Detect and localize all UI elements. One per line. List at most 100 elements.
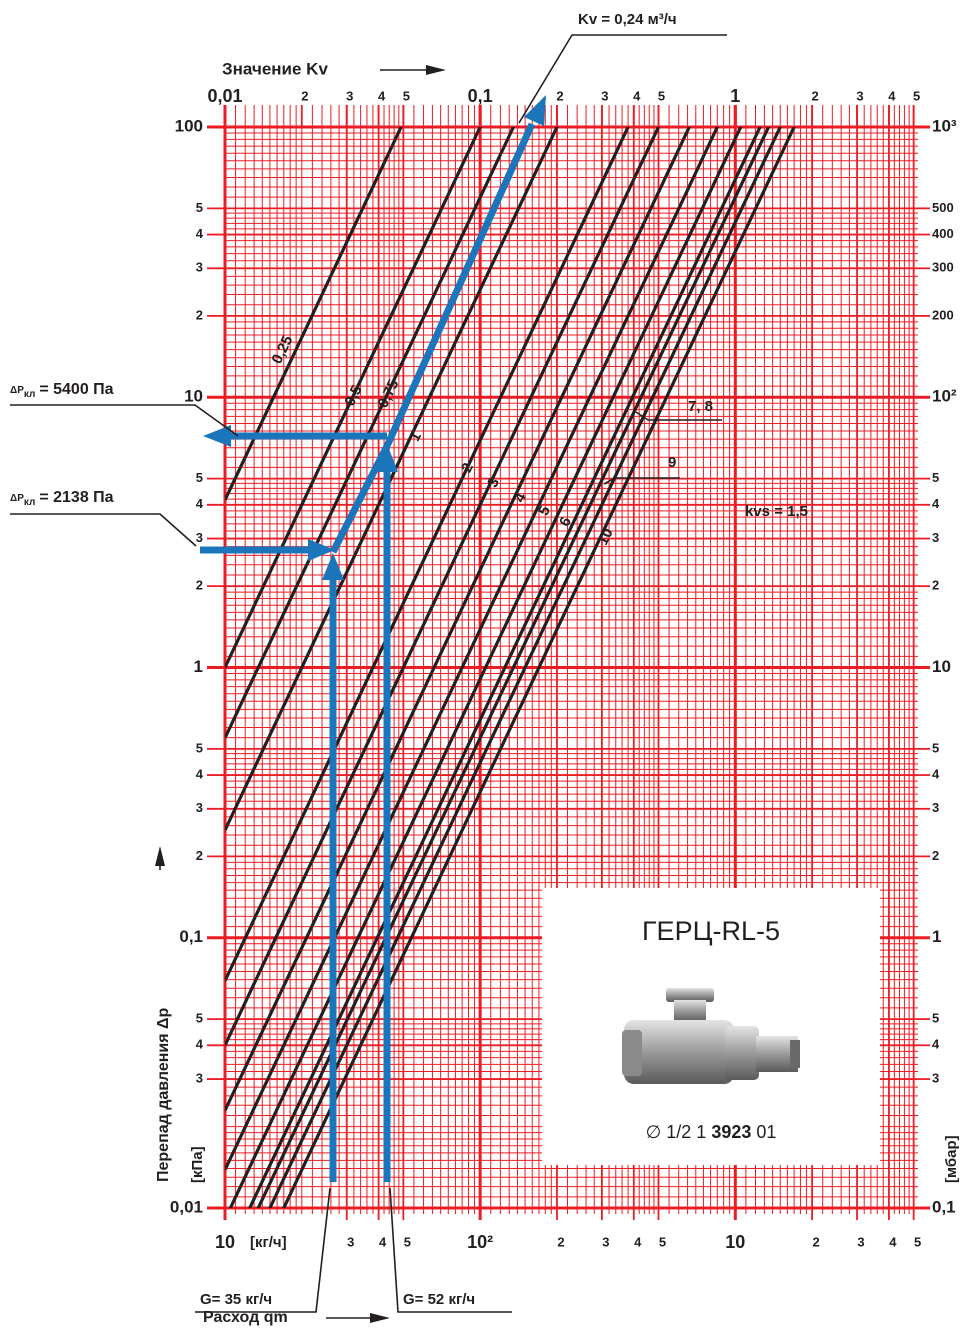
kv-line [225,127,559,831]
x-tick-label: 3 [857,1234,864,1249]
y2-tick-label: 4 [932,496,940,511]
y-tick-label: 4 [196,226,204,241]
kv-line [225,127,516,739]
arrow [155,846,165,866]
kv-result: Kv = 0,24 м³/ч [578,11,677,28]
x-tick-label: 10² [467,1232,493,1252]
y2-tick-label: 3 [932,1070,939,1085]
kv-line [225,127,482,669]
kv-line [225,127,720,1171]
y2-tick-label: 10³ [932,116,957,135]
y-tick-label: 100 [175,116,203,135]
x2-tick-label: 4 [888,88,896,103]
y2-tick-label: 400 [932,226,954,241]
x2-tick-label: 5 [403,88,410,103]
series-label: 7, 8 [688,398,713,415]
y2-tick-label: 5 [932,740,939,755]
y2-tick-label: 300 [932,260,954,275]
dp-annotation: ΔPкл = 2138 Па [10,489,114,507]
y2-tick-label: 5 [932,470,939,485]
kv-lines [225,127,796,1208]
y2-tick-label: 5 [932,1011,939,1026]
dp-annotation: ΔPкл = 5400 Па [10,381,114,399]
series-label: 10 [594,526,617,548]
arrow [426,65,446,75]
x2-tick-label: 3 [346,88,353,103]
y-tick-label: 2 [196,307,203,322]
dp-text: = 2138 Па [39,489,113,506]
x-unit: [кг/ч] [250,1234,287,1251]
x-tick-label: 3 [602,1234,609,1249]
dp-subscript: кл [24,497,35,508]
code-part: 1 [696,1122,706,1142]
leader [195,1187,331,1313]
y-tick-label: 5 [196,200,203,215]
x2-tick-label: 0,1 [468,86,493,106]
dp-symbol: ΔP [10,385,24,396]
arrow [370,1313,390,1323]
y2-tick-label: 0,1 [932,1197,956,1216]
leader [10,513,197,547]
y-tick-label: 2 [196,578,203,593]
x2-tick-label: 5 [658,88,665,103]
y-tick-label: 5 [196,1011,203,1026]
y-tick-label: 5 [196,740,203,755]
dp-subscript: кл [24,389,35,400]
kv-line [225,127,692,1112]
x2-tick-label: 4 [633,88,641,103]
x2-tick-label: 3 [601,88,608,103]
leader [389,1187,512,1313]
x2-tick-label: 0,01 [207,86,242,106]
kv-line [247,127,762,1208]
y2-tick-label: 10 [932,657,951,676]
kv-line [225,127,630,982]
flow-annotation: G= 52 кг/ч [403,1291,475,1308]
kvs-annotation: kvs = 1,5 [745,503,808,520]
x2-axis-label: Значение Kv [222,59,328,78]
y-tick-label: 3 [196,1070,203,1085]
dp-symbol: ΔP [10,493,24,504]
leader [635,411,722,421]
y2-tick-label: 1 [932,927,941,946]
x2-tick-label: 5 [913,88,920,103]
y2-tick-label: 3 [932,800,939,815]
y-tick-label: 5 [196,470,203,485]
x2-tick-label: 3 [856,88,863,103]
y2-tick-label: 4 [932,1037,940,1052]
kv-line [282,127,796,1208]
y-tick-label: 3 [196,530,203,545]
x-tick-label: 4 [634,1234,642,1249]
code-part: ∅ 1/2 [646,1122,692,1142]
y2-tick-label: 2 [932,578,939,593]
x-tick-label: 5 [914,1234,921,1249]
kv-line [256,127,771,1208]
y2-tick-label: 200 [932,307,954,322]
kv-line [225,127,661,1046]
kv-line [268,127,783,1208]
y2-tick-label: 2 [932,848,939,863]
y-tick-label: 3 [196,800,203,815]
flow-annotation: G= 35 кг/ч [200,1291,272,1308]
y-tick-label: 0,1 [179,927,203,946]
x-tick-label: 5 [659,1234,666,1249]
x-tick-label: 5 [404,1234,411,1249]
labels: 10 3 4 5 10² 2 3 4 5 10 2 3 4 50,01 2 3 4 5 0,1 2 3 4 5 1 2 3 4 510… [170,86,957,1252]
inset-title: ГЕРЦ-RL-5 [642,916,780,946]
series-label: 0,5 [341,383,365,409]
dp-text: = 5400 Па [39,381,113,398]
y-tick-label: 2 [196,848,203,863]
x-axis-label: Расход qm [203,1309,288,1326]
series-label: 4 [511,490,530,506]
x-tick-label: 2 [813,1234,820,1249]
y-tick-label: 10 [184,387,203,406]
x-tick-label: 3 [347,1234,354,1249]
x-tick-label: 4 [379,1234,387,1249]
kv-line [225,127,403,501]
y-tick-label: 1 [194,657,203,676]
y-tick-label: 4 [196,496,204,511]
x-tick-label: 2 [557,1234,564,1249]
construction [200,95,546,1182]
y-tick-label: 4 [196,1037,204,1052]
